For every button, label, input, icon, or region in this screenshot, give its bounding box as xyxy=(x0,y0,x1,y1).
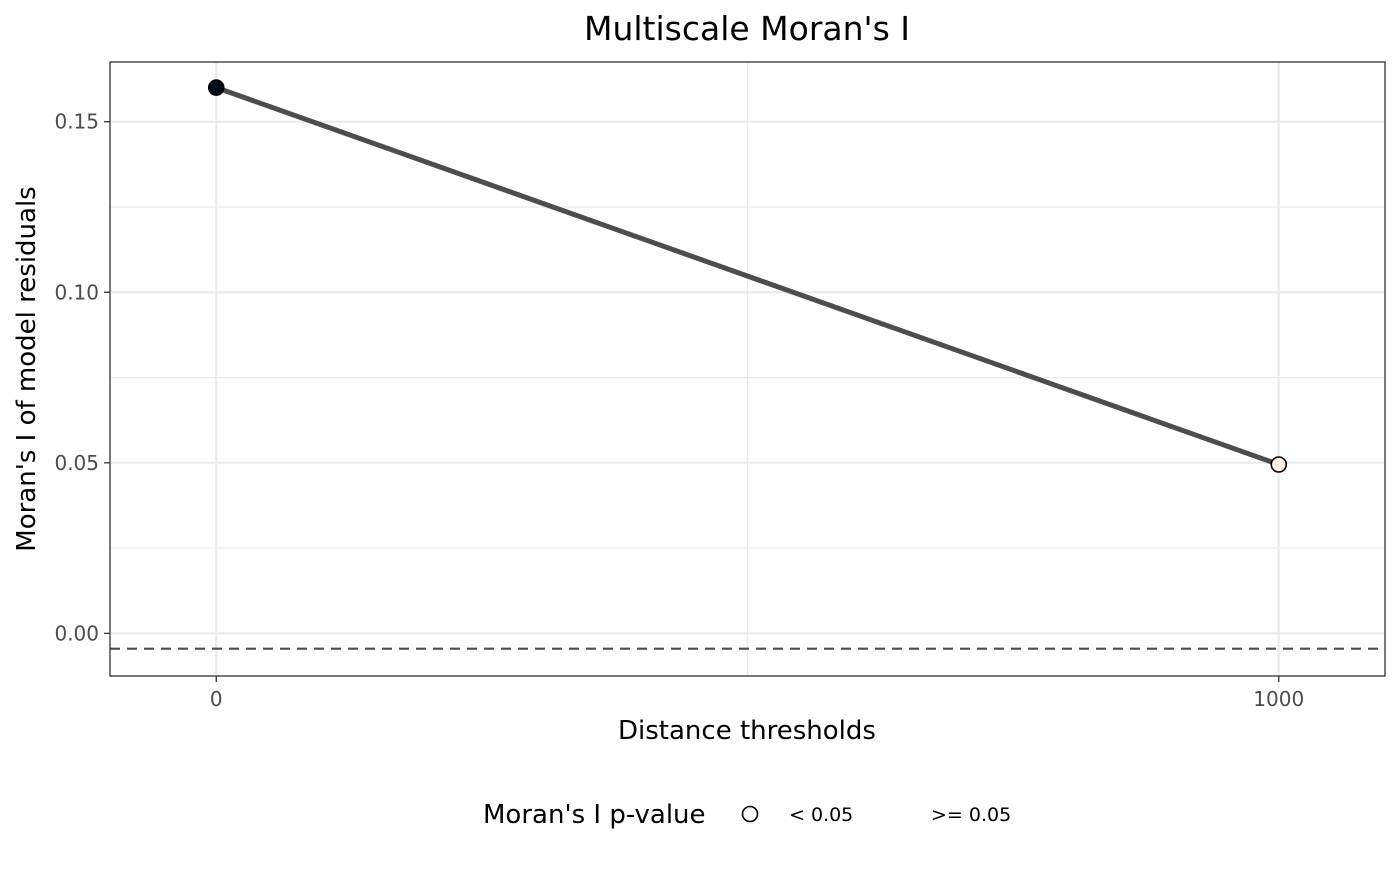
y-tick-label: 0.00 xyxy=(54,621,99,645)
x-axis-label: Distance thresholds xyxy=(618,716,876,746)
legend-key-significant xyxy=(741,805,759,823)
data-point xyxy=(207,79,225,96)
x-tick-label: 0 xyxy=(210,687,223,711)
legend-label-significant: < 0.05 xyxy=(789,804,853,826)
legend-title: Moran's I p-value xyxy=(483,800,706,830)
series-layer xyxy=(207,79,1288,473)
data-point xyxy=(1270,456,1288,473)
y-tick-label: 0.15 xyxy=(54,110,99,134)
series-line xyxy=(215,85,1280,467)
axis-layer: 0.00 0.05 0.10 0.15 0 1000 xyxy=(54,61,1386,711)
y-tick-label: 0.05 xyxy=(54,451,99,475)
y-axis-label: Moran's I of model residuals xyxy=(12,186,42,551)
legend: Moran's I p-value < 0.05 >= 0.05 xyxy=(483,800,1011,830)
legend-label-nonsignificant: >= 0.05 xyxy=(931,804,1011,826)
x-tick-label: 1000 xyxy=(1253,687,1304,711)
legend-key-nonsignificant xyxy=(884,806,900,822)
grid-layer xyxy=(110,62,1385,676)
panel-border xyxy=(109,61,1386,677)
chart-title: Multiscale Moran's I xyxy=(584,9,910,48)
y-tick-label: 0.10 xyxy=(54,280,99,304)
